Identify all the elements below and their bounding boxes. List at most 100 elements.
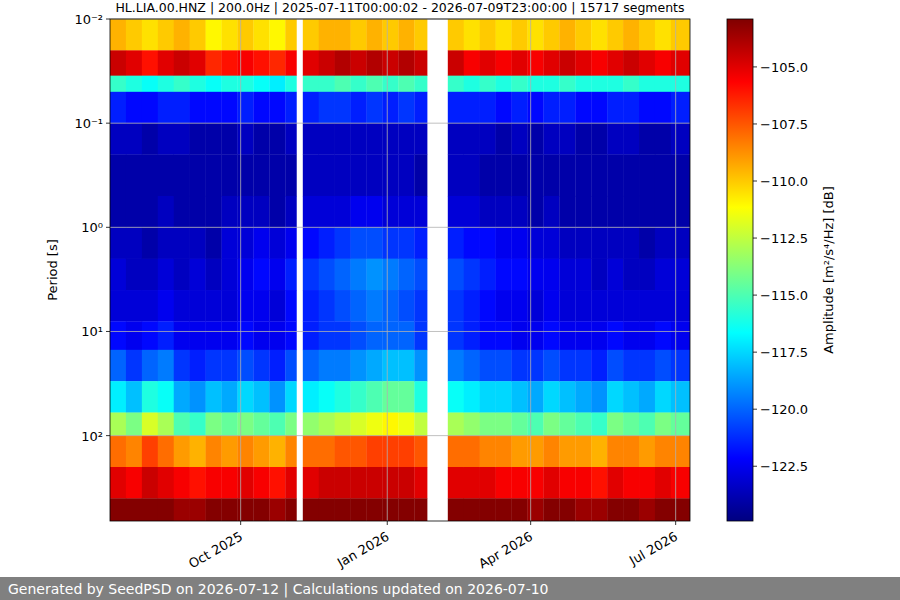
cell (285, 498, 296, 521)
cell (575, 227, 591, 259)
cell (269, 155, 285, 197)
cell (237, 155, 253, 197)
cell (448, 19, 464, 51)
cell (398, 50, 414, 76)
cell (206, 76, 222, 92)
cell (543, 290, 559, 322)
cell (512, 381, 528, 413)
cell (335, 381, 351, 413)
colorbar-tick-label: −107.5 (760, 117, 808, 132)
cell (206, 413, 222, 436)
cell (480, 196, 496, 228)
cell (527, 50, 543, 76)
cell (253, 290, 269, 322)
cell (222, 498, 238, 521)
cell (464, 196, 480, 228)
cell (480, 123, 496, 155)
cell (607, 290, 623, 322)
cell (382, 196, 398, 228)
cell (142, 259, 158, 291)
cell (543, 259, 559, 291)
cell (591, 381, 607, 413)
cell (126, 92, 142, 124)
cell (639, 155, 655, 197)
cell (398, 381, 414, 413)
cell (639, 498, 655, 521)
cell (575, 259, 591, 291)
cell (174, 196, 190, 228)
cell (190, 92, 206, 124)
cell (464, 92, 480, 124)
cell (480, 92, 496, 124)
cell (158, 290, 174, 322)
cell (382, 381, 398, 413)
cell (303, 155, 319, 197)
cell (448, 259, 464, 291)
cell (414, 227, 427, 259)
cell (335, 498, 351, 521)
cell (639, 50, 655, 76)
cell (414, 381, 427, 413)
cell (285, 50, 296, 76)
cell (253, 436, 269, 468)
colorbar-tick-label: −112.5 (760, 231, 808, 246)
cell (496, 227, 512, 259)
cell (110, 19, 126, 51)
cell (367, 259, 383, 291)
cell (285, 76, 296, 92)
cell (351, 413, 367, 436)
cell (527, 76, 543, 92)
cell (158, 227, 174, 259)
chart: 10⁻²10⁻¹10⁰10¹10²Oct 2025Jan 2026Apr 202… (0, 0, 900, 600)
cell (335, 196, 351, 228)
cell (607, 92, 623, 124)
cell (142, 227, 158, 259)
cell (303, 76, 319, 92)
cell (303, 92, 319, 124)
cell (671, 467, 690, 499)
cell (190, 19, 206, 51)
cell (222, 196, 238, 228)
cell (237, 123, 253, 155)
cell (253, 413, 269, 436)
cell (575, 467, 591, 499)
cell (398, 413, 414, 436)
cell (237, 321, 253, 350)
cell (639, 259, 655, 291)
cell (303, 413, 319, 436)
cell (351, 155, 367, 197)
cell (110, 123, 126, 155)
cell (414, 19, 427, 51)
cell (496, 381, 512, 413)
cell (496, 413, 512, 436)
cell (190, 290, 206, 322)
cell (575, 498, 591, 521)
cell (190, 76, 206, 92)
cell (414, 92, 427, 124)
cell (126, 290, 142, 322)
cell (639, 227, 655, 259)
cell (655, 413, 671, 436)
cell (398, 123, 414, 155)
cell (319, 19, 335, 51)
cell (126, 123, 142, 155)
colorbar-tick (753, 238, 757, 239)
cell (448, 123, 464, 155)
cell (623, 50, 639, 76)
cell (382, 436, 398, 468)
cell (607, 381, 623, 413)
cell (480, 259, 496, 291)
cell (206, 196, 222, 228)
cell (591, 50, 607, 76)
cell (480, 50, 496, 76)
cell (351, 196, 367, 228)
cell (237, 413, 253, 436)
cell (351, 321, 367, 350)
cell (335, 227, 351, 259)
cell (559, 92, 575, 124)
cell (335, 19, 351, 51)
cell (253, 123, 269, 155)
cell (158, 381, 174, 413)
cell (222, 321, 238, 350)
cell (382, 76, 398, 92)
